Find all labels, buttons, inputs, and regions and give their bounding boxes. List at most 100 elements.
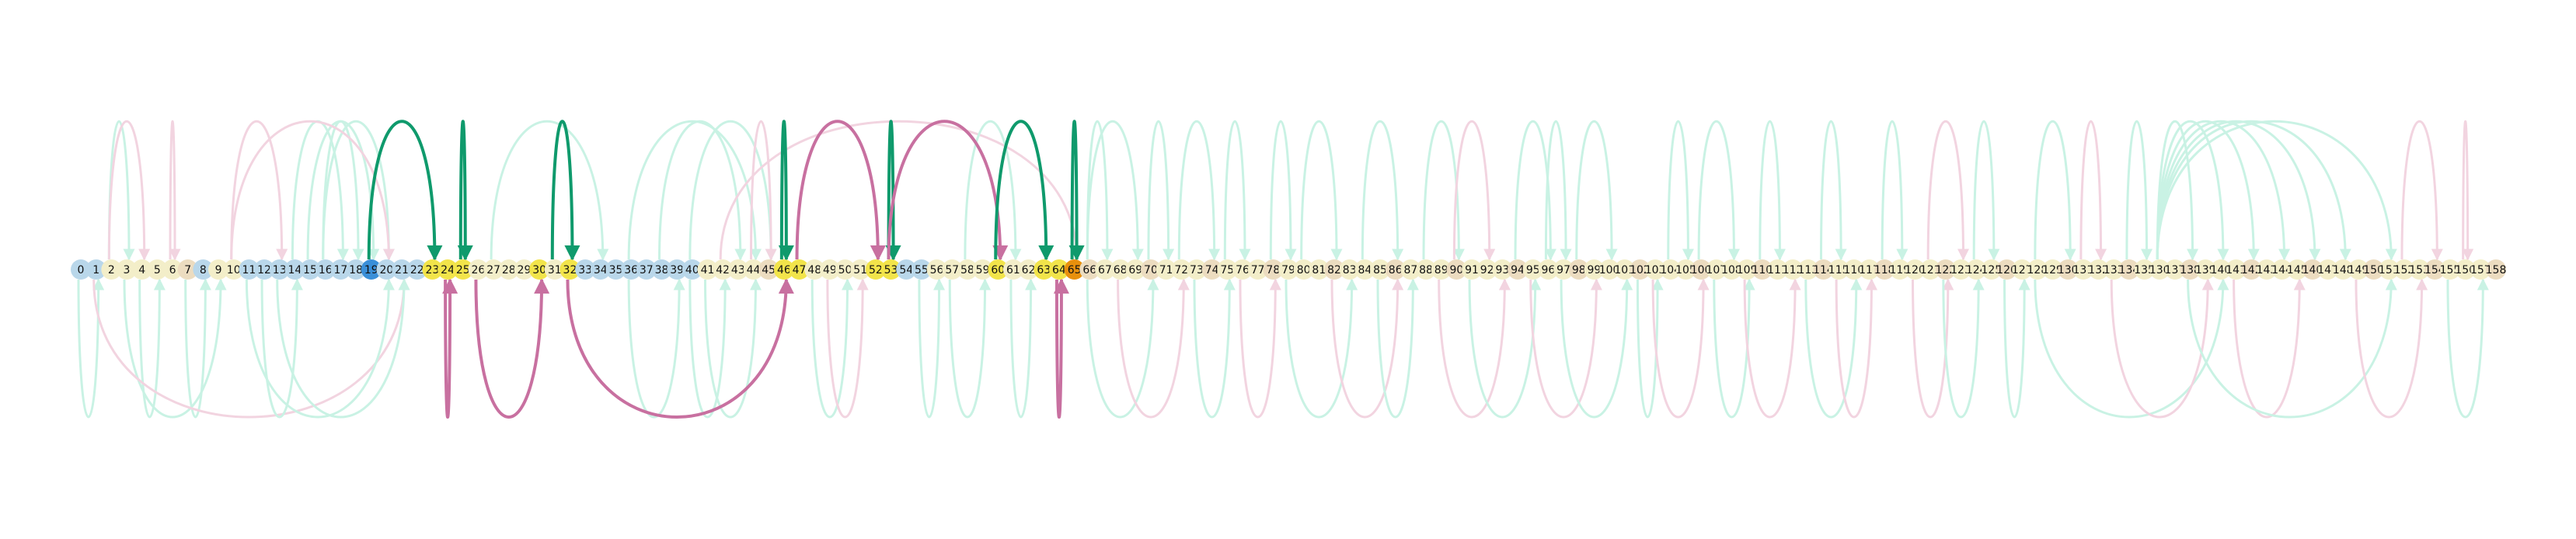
node-label: 75 — [1220, 264, 1234, 276]
edge-arc — [1881, 120, 1908, 261]
node-circle — [1553, 259, 1574, 280]
node-label: 139 — [2195, 264, 2216, 276]
node-label: 119 — [1889, 264, 1910, 276]
node-circle — [437, 259, 458, 280]
edge-arc — [1560, 278, 1633, 419]
node-label: 104 — [1660, 264, 1681, 276]
edge-arc — [2233, 278, 2306, 419]
node-circle — [636, 259, 657, 280]
node-label: 6 — [169, 264, 176, 276]
node-label: 13 — [273, 264, 287, 276]
node-circle — [1706, 259, 1727, 280]
node-label: 34 — [594, 264, 608, 276]
node-label: 59 — [976, 264, 990, 276]
node-circle — [1950, 259, 1971, 280]
node-label: 49 — [823, 264, 837, 276]
node-label: 82 — [1327, 264, 1341, 276]
edge-arc — [322, 120, 364, 261]
node-label: 155 — [2440, 264, 2461, 276]
node-label: 144 — [2271, 264, 2292, 276]
node-circle — [2195, 259, 2216, 280]
node-circle — [651, 259, 672, 280]
edge-arc — [2156, 120, 2260, 261]
node-circle — [1217, 259, 1238, 280]
node-label: 9 — [215, 264, 222, 276]
node-label: 83 — [1343, 264, 1357, 276]
node-circle — [926, 259, 947, 280]
node-circle — [300, 259, 321, 280]
node-label: 113 — [1797, 264, 1818, 276]
edge-arc — [2034, 120, 2076, 261]
node-label: 158 — [2486, 264, 2507, 276]
node-label: 111 — [1767, 264, 1788, 276]
node-circle — [544, 259, 565, 280]
node-circle — [835, 259, 856, 280]
node-circle — [773, 259, 794, 280]
edge-arc — [1086, 278, 1159, 419]
node-label: 135 — [2134, 264, 2155, 276]
node-circle — [1645, 259, 1666, 280]
node-circle — [1721, 259, 1742, 280]
node-circle — [2027, 259, 2048, 280]
node-label: 25 — [456, 264, 470, 276]
edge-arc — [1972, 120, 2000, 261]
node-circle — [1263, 259, 1284, 280]
node-circle — [1232, 259, 1253, 280]
node-circle — [575, 259, 596, 280]
edge-arc — [1285, 278, 1358, 419]
node-circle — [2164, 259, 2185, 280]
node-label: 129 — [2042, 264, 2063, 276]
node-circle — [1385, 259, 1406, 280]
node-circle — [1354, 259, 1375, 280]
edge-arc — [964, 120, 1022, 261]
node-label: 0 — [78, 264, 85, 276]
edge-arc — [918, 278, 946, 419]
node-circle — [743, 259, 764, 280]
node-label: 73 — [1190, 264, 1204, 276]
node-label: 81 — [1312, 264, 1326, 276]
node-circle — [789, 259, 810, 280]
node-label: 80 — [1297, 264, 1311, 276]
node-label: 32 — [563, 264, 577, 276]
node-circle — [1568, 259, 1589, 280]
node-label: 70 — [1144, 264, 1158, 276]
node-label: 116 — [1843, 264, 1864, 276]
node-label: 140 — [2211, 264, 2232, 276]
node-circle — [361, 259, 382, 280]
node-circle — [346, 259, 367, 280]
node-label: 14 — [288, 264, 302, 276]
node-label: 65 — [1068, 264, 1082, 276]
node-label: 48 — [807, 264, 821, 276]
edge-arc — [627, 278, 685, 419]
node-circle — [896, 259, 917, 280]
node-circle — [1293, 259, 1314, 280]
node-circle — [2058, 259, 2079, 280]
edge-arc — [230, 120, 395, 261]
node-circle — [208, 259, 229, 280]
node-label: 150 — [2363, 264, 2384, 276]
node-circle — [1324, 259, 1345, 280]
node-circle — [1400, 259, 1421, 280]
node-label: 132 — [2088, 264, 2109, 276]
node-label: 125 — [1981, 264, 2002, 276]
node-circle — [2393, 259, 2414, 280]
edge-arc — [750, 120, 777, 261]
node-label: 100 — [1599, 264, 1620, 276]
node-label: 66 — [1082, 264, 1096, 276]
node-circle — [284, 259, 305, 280]
edge-arc — [704, 278, 762, 419]
node-label: 53 — [884, 264, 898, 276]
node-circle — [1201, 259, 1222, 280]
node-circle — [71, 259, 91, 280]
node-circle — [392, 259, 413, 280]
edge-arc — [1361, 120, 1404, 261]
node-label: 44 — [747, 264, 761, 276]
node-label: 79 — [1281, 264, 1295, 276]
edge-arc — [2156, 120, 2229, 261]
edge-arc — [1117, 278, 1190, 419]
node-label: 93 — [1495, 264, 1509, 276]
node-circle — [223, 259, 244, 280]
node-label: 128 — [2027, 264, 2048, 276]
node-circle — [1981, 259, 2002, 280]
edge-arc — [230, 120, 288, 261]
